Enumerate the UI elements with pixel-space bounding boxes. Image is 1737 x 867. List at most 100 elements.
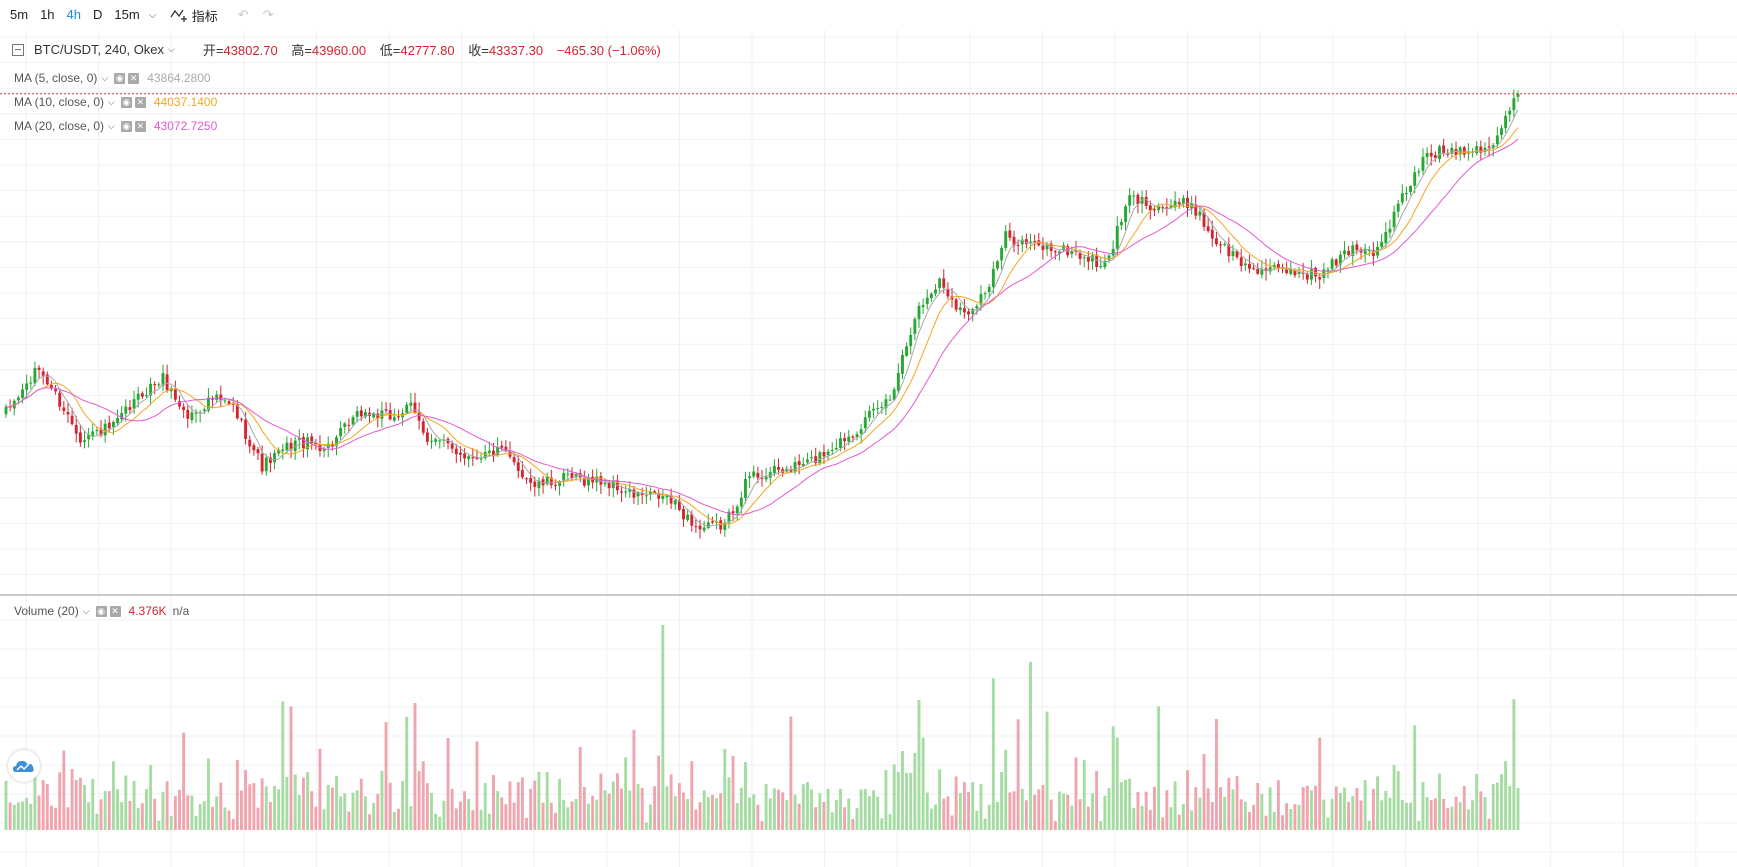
volume-bar	[632, 729, 636, 830]
volume-bar	[504, 804, 508, 830]
volume-bar	[1252, 804, 1256, 830]
volume-bar	[1165, 790, 1169, 830]
ma5-name[interactable]: MA (5, close, 0)	[14, 71, 98, 85]
undo-icon[interactable]: ↶	[237, 7, 249, 22]
close-icon[interactable]: ✕	[109, 605, 121, 617]
volume-bar	[682, 792, 685, 830]
interval-d[interactable]: D	[93, 7, 103, 22]
candle-body	[392, 417, 396, 421]
candle-body	[669, 495, 673, 504]
volume-bar	[339, 796, 343, 830]
candle-body	[954, 299, 958, 310]
interval-5m[interactable]: 5m	[10, 7, 29, 22]
indicators-button[interactable]: 指标	[170, 6, 218, 25]
collapse-icon[interactable]	[12, 43, 24, 56]
candle-body	[1091, 255, 1094, 262]
ma5-value: 43864.2800	[147, 71, 211, 85]
eye-icon[interactable]: ◉	[120, 96, 132, 108]
candle-body	[657, 493, 661, 499]
volume-bar	[202, 801, 206, 830]
volume-bar	[867, 796, 871, 830]
candle-body	[91, 431, 95, 436]
ma10-name[interactable]: MA (10, close, 0)	[14, 95, 105, 109]
candle-body	[330, 444, 334, 446]
volume-bar	[1181, 804, 1185, 830]
chevron-down-icon[interactable]: ⌵	[108, 96, 115, 107]
volume-bar	[1206, 788, 1210, 830]
close-icon[interactable]: ✕	[128, 72, 140, 84]
volume-bar	[500, 797, 504, 830]
volume-bar	[335, 776, 338, 830]
volume-bar	[938, 769, 942, 830]
close-icon[interactable]: ✕	[134, 96, 146, 108]
ma20-name[interactable]: MA (20, close, 0)	[14, 119, 105, 133]
volume-bar	[620, 788, 623, 830]
candle-body	[289, 442, 293, 450]
volume-bar	[896, 772, 900, 830]
volume-bar	[215, 796, 219, 830]
candle-body	[471, 457, 475, 459]
volume-bar	[1314, 785, 1318, 830]
volume-bar	[471, 810, 475, 830]
volume-bar	[996, 801, 999, 830]
volume-bar	[1000, 772, 1004, 830]
volume-bar	[1297, 804, 1301, 830]
interval-15m[interactable]: 15m	[114, 7, 140, 22]
interval-1h[interactable]: 1h	[40, 7, 55, 22]
candle-body	[1136, 194, 1140, 205]
eye-icon[interactable]: ◉	[114, 72, 126, 84]
candle-body	[454, 448, 458, 455]
chart-canvas[interactable]	[0, 30, 1737, 867]
candle-body	[70, 415, 74, 425]
volume-bar	[343, 793, 347, 830]
volume-bar	[1272, 812, 1276, 830]
redo-icon[interactable]: ↷	[262, 7, 274, 22]
volume-bar	[715, 798, 719, 830]
candle-body	[1000, 247, 1004, 261]
volume-bar	[516, 782, 520, 830]
volume-bar	[673, 796, 677, 830]
volume-name[interactable]: Volume (20)	[14, 604, 79, 618]
candle-body	[1124, 206, 1127, 222]
volume-bar	[458, 801, 462, 830]
chevron-down-icon[interactable]: ⌵	[101, 72, 109, 83]
volume-bar	[1161, 817, 1165, 830]
candle-body	[748, 476, 752, 479]
volume-bar	[442, 800, 446, 830]
volume-bar	[454, 808, 458, 830]
candle-body	[826, 451, 830, 456]
candle-body	[83, 440, 86, 442]
close-value: 43337.30	[488, 43, 544, 58]
volume-bar	[87, 802, 91, 830]
candle-body	[872, 408, 875, 411]
volume-bar	[789, 716, 793, 830]
volume-bar	[132, 781, 136, 830]
close-icon[interactable]: ✕	[134, 120, 146, 132]
volume-bar	[103, 790, 107, 830]
volume-bar	[797, 803, 801, 830]
candle-body	[1442, 145, 1446, 153]
candle-body	[925, 297, 929, 305]
chevron-down-icon[interactable]: ⌵	[148, 9, 157, 21]
candle-body	[1049, 243, 1053, 251]
symbol-label[interactable]: BTC/USDT, 240, Okex	[34, 42, 165, 57]
volume-bar	[1202, 753, 1206, 830]
candle-body	[1202, 212, 1206, 227]
volume-bar	[1132, 807, 1136, 830]
eye-icon[interactable]: ◉	[120, 120, 132, 132]
volume-bar	[1309, 790, 1313, 830]
volume-bar	[1421, 782, 1425, 830]
volume-bar	[467, 798, 471, 830]
chevron-down-icon[interactable]: ⌵	[168, 44, 175, 54]
chevron-down-icon[interactable]: ⌵	[108, 120, 115, 131]
volume-bar	[1033, 794, 1037, 830]
volume-bar	[962, 782, 966, 830]
candle-body	[413, 402, 417, 413]
candle-body	[867, 410, 871, 418]
candle-body	[1186, 197, 1189, 209]
volume-bar	[1157, 706, 1161, 830]
eye-icon[interactable]: ◉	[95, 605, 107, 617]
chevron-down-icon[interactable]: ⌵	[82, 605, 90, 616]
indicator-icon	[170, 9, 187, 22]
interval-4h[interactable]: 4h	[66, 7, 81, 22]
